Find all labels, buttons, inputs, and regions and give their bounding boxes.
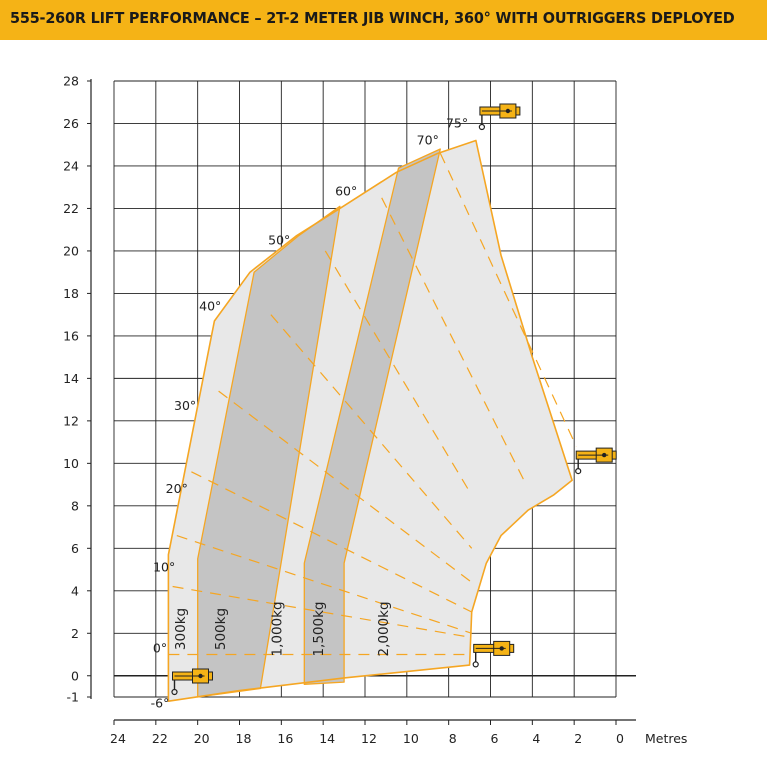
x-axis-label: Metres	[645, 731, 687, 746]
angle-label-60deg: 60°	[335, 184, 357, 199]
angle-label-0deg: 0°	[153, 640, 167, 655]
boom-angle-lines	[168, 152, 577, 656]
y-tick-label-18: 18	[63, 286, 79, 301]
load-band-2	[303, 148, 441, 685]
load-label-2000kg: 2,000kg	[376, 601, 392, 656]
hook	[575, 468, 582, 475]
x-tick-label-18: 18	[236, 731, 252, 746]
jib-icon-bottom-right	[472, 640, 515, 668]
y-tick-label-22: 22	[63, 201, 79, 216]
y-tick-label-20: 20	[63, 243, 79, 258]
y-tick-label-0: 0	[71, 668, 79, 683]
jib-icon-top	[478, 103, 521, 131]
angle-line-10deg	[172, 585, 472, 639]
angle-label-30deg: 30°	[174, 398, 196, 413]
envelope-outline	[167, 139, 573, 703]
angle-line-30deg	[191, 471, 472, 613]
load-label-1500kg: 1,500kg	[311, 602, 327, 657]
chart-labels: 75° 70° 60° 50° 40° 30° 20° 10° 0° -6° 300kg 500kg 1…	[151, 116, 468, 711]
y-tick-label-26: 26	[63, 116, 79, 131]
x-tick-label-6: 6	[491, 731, 499, 746]
y-tick-label--1: -1	[67, 690, 79, 705]
angle-line-75deg	[439, 152, 577, 447]
load-label-500kg: 500kg	[213, 608, 229, 650]
y-tick-label-16: 16	[63, 328, 79, 343]
hook	[171, 688, 178, 696]
winch-drum	[602, 452, 607, 458]
load-label-1000kg: 1,000kg	[269, 601, 285, 656]
angle-label-20deg: 20°	[166, 481, 188, 496]
x-tick-label-8: 8	[449, 731, 457, 746]
x-tick-label-20: 20	[194, 731, 210, 746]
x-tick-label-2: 2	[574, 731, 582, 746]
x-tick-label-4: 4	[532, 731, 540, 746]
angle-line-70deg	[381, 197, 527, 485]
angle-label-10deg: 10°	[153, 560, 175, 575]
y-tick-label-24: 24	[63, 158, 79, 173]
y-tick-label-12: 12	[63, 413, 79, 428]
title-bar: 555-260R LIFT PERFORMANCE – 2T-2 METER J…	[0, 0, 767, 40]
jib-icon-right	[575, 447, 617, 475]
angle-label-40deg: 40°	[199, 298, 221, 313]
y-tick-label-4: 4	[71, 583, 79, 598]
y-tick-label-14: 14	[63, 371, 79, 386]
angle-line-50deg	[270, 314, 473, 549]
x-tick-label-24: 24	[110, 731, 126, 746]
x-tick-label-16: 16	[277, 731, 293, 746]
x-tick-label-22: 22	[152, 731, 168, 746]
y-tick-label-2: 2	[71, 626, 79, 641]
angle-label-50deg: 50°	[268, 233, 290, 248]
y-tick-label-8: 8	[71, 498, 79, 513]
load-label-300kg: 300kg	[173, 608, 189, 650]
x-tick-label-0: 0	[616, 731, 624, 746]
winch-drum	[198, 673, 203, 679]
hook	[478, 123, 485, 131]
x-tick-label-12: 12	[361, 731, 377, 746]
angle-label-70deg: 70°	[417, 133, 439, 148]
chart-title: 555-260R LIFT PERFORMANCE – 2T-2 METER J…	[10, 9, 735, 27]
envelope-boundary	[167, 139, 573, 703]
x-tick-label-14: 14	[319, 731, 335, 746]
jib-icon-bottom-left	[171, 668, 213, 696]
winch-drum	[499, 646, 504, 651]
machine-icons	[171, 103, 617, 696]
angle-line-60deg	[324, 250, 473, 496]
x-tick-label-10: 10	[403, 731, 419, 746]
angle-line-20deg	[176, 535, 472, 634]
angle-label--6deg: -6°	[151, 696, 170, 711]
y-tick-label-6: 6	[71, 541, 79, 556]
angle-label-75deg: 75°	[446, 116, 468, 131]
hook	[472, 661, 479, 668]
y-tick-label-10: 10	[63, 456, 79, 471]
angle-line-40deg	[218, 390, 473, 583]
y-tick-label-28: 28	[63, 74, 79, 89]
winch-drum	[505, 108, 511, 114]
